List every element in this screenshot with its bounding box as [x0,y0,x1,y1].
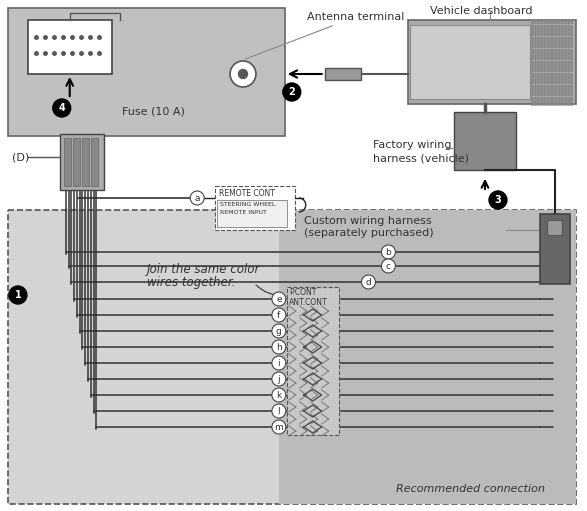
Circle shape [53,99,70,117]
Text: j: j [278,375,280,383]
Circle shape [272,340,286,354]
Text: b: b [386,247,392,257]
Text: a: a [194,194,200,202]
Bar [279,210,576,504]
Text: Factory wiring: Factory wiring [373,140,452,150]
Bar [64,138,70,186]
Bar [8,8,285,136]
Circle shape [272,308,286,322]
FancyBboxPatch shape [287,287,339,435]
Text: e: e [276,294,282,304]
Circle shape [272,388,286,402]
Text: h: h [276,342,282,352]
Circle shape [382,245,396,259]
Text: Antenna terminal: Antenna terminal [245,12,404,59]
Text: m: m [275,423,284,431]
Text: 2: 2 [288,87,295,97]
Text: d: d [366,277,372,287]
Text: f: f [277,311,281,319]
Text: l: l [278,406,280,415]
Text: ANT.CONT: ANT.CONT [289,298,328,307]
Circle shape [272,372,286,386]
Circle shape [190,191,204,205]
FancyBboxPatch shape [215,186,295,230]
Circle shape [272,404,286,418]
Text: k: k [276,390,282,400]
FancyBboxPatch shape [8,210,576,504]
Text: i: i [278,359,280,367]
Circle shape [283,83,301,101]
Circle shape [272,292,286,306]
Bar [325,68,360,80]
Text: wires together.: wires together. [147,276,236,289]
Bar [410,25,530,99]
Circle shape [272,356,286,370]
Text: 3: 3 [495,195,501,205]
Text: 1: 1 [15,290,21,300]
Text: Join the same color: Join the same color [147,263,261,276]
Text: g: g [276,327,282,336]
Text: REMOTE CONT: REMOTE CONT [219,189,275,198]
Bar [454,112,516,170]
Circle shape [230,61,256,87]
Circle shape [382,259,396,273]
Circle shape [238,69,248,79]
Text: harness (vehicle): harness (vehicle) [373,153,470,163]
Circle shape [362,275,376,289]
Text: REMOTE INPUT: REMOTE INPUT [220,210,267,215]
Bar [409,20,576,104]
Text: (D): (D) [12,152,29,162]
Text: P.CONT: P.CONT [289,288,316,297]
Text: 4: 4 [58,103,65,113]
Circle shape [9,286,27,304]
Text: Custom wiring harness: Custom wiring harness [303,216,431,226]
Bar [540,214,569,284]
Bar [60,134,103,190]
Circle shape [272,324,286,338]
Bar [28,20,112,74]
Circle shape [489,191,507,209]
Text: Vehicle dashboard: Vehicle dashboard [430,6,533,16]
Circle shape [272,420,286,434]
Bar [82,138,89,186]
Text: Fuse (10 A): Fuse (10 A) [122,106,184,116]
Bar [217,200,287,227]
Text: STEERING WHEEL: STEERING WHEEL [220,202,275,207]
Text: (separately purchased): (separately purchased) [303,228,433,238]
Text: c: c [386,262,391,270]
Text: Recommended connection: Recommended connection [396,484,545,494]
Bar [90,138,97,186]
Bar [546,220,562,235]
Bar [73,138,80,186]
